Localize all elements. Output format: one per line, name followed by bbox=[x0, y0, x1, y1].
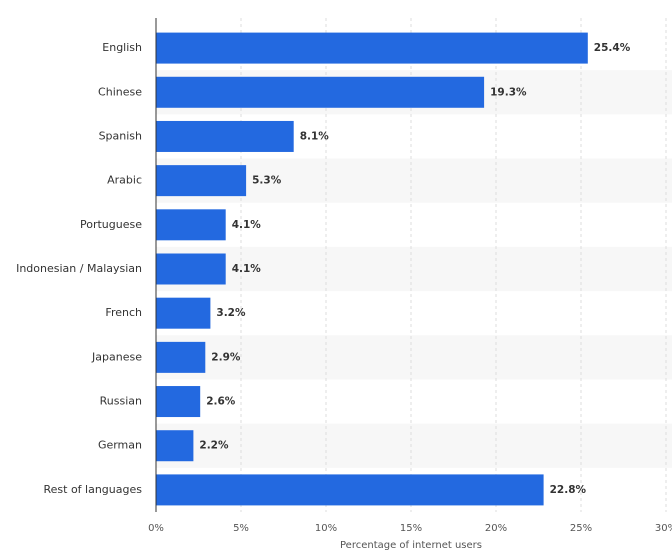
bar bbox=[156, 165, 247, 197]
y-tick-label: Indonesian / Malaysian bbox=[16, 262, 142, 275]
x-tick-label: 0% bbox=[148, 523, 164, 534]
bar bbox=[156, 430, 194, 462]
value-label: 22.8% bbox=[550, 484, 587, 496]
y-tick-label: Portuguese bbox=[80, 218, 142, 231]
value-label: 2.9% bbox=[211, 351, 241, 363]
bar bbox=[156, 209, 226, 241]
y-tick-label: English bbox=[102, 41, 142, 54]
x-tick-label: 30% bbox=[655, 523, 672, 534]
value-label: 2.2% bbox=[199, 440, 229, 452]
y-tick-label: Japanese bbox=[91, 350, 142, 363]
x-tick-label: 25% bbox=[570, 523, 592, 534]
y-tick-label: French bbox=[105, 306, 142, 319]
bar bbox=[156, 253, 226, 285]
bar bbox=[156, 32, 588, 64]
value-label: 8.1% bbox=[300, 130, 330, 142]
x-tick-label: 10% bbox=[315, 523, 337, 534]
value-label: 5.3% bbox=[252, 175, 282, 187]
row-stripe bbox=[156, 423, 672, 468]
y-tick-label: Russian bbox=[100, 395, 142, 408]
x-tick-label: 5% bbox=[233, 523, 249, 534]
y-tick-label: Rest of languages bbox=[43, 483, 142, 496]
value-label: 19.3% bbox=[490, 86, 527, 98]
y-tick-label: Chinese bbox=[98, 85, 142, 98]
bar bbox=[156, 297, 211, 329]
value-label: 4.1% bbox=[232, 263, 262, 275]
y-tick-label: Spanish bbox=[99, 129, 142, 142]
value-label: 25.4% bbox=[594, 42, 631, 54]
value-label: 2.6% bbox=[206, 396, 236, 408]
row-stripe bbox=[156, 246, 672, 292]
bar bbox=[156, 341, 206, 373]
bar bbox=[156, 120, 294, 152]
bar bbox=[156, 76, 485, 108]
y-tick-label: Arabic bbox=[107, 174, 142, 187]
bar bbox=[156, 386, 201, 418]
x-axis-title: Percentage of internet users bbox=[340, 540, 482, 551]
value-label: 3.2% bbox=[216, 307, 246, 319]
row-stripe bbox=[156, 335, 672, 380]
bar bbox=[156, 474, 544, 506]
value-label: 4.1% bbox=[232, 219, 262, 231]
y-tick-label: German bbox=[98, 439, 142, 452]
x-tick-label: 20% bbox=[485, 523, 507, 534]
x-tick-label: 15% bbox=[400, 523, 422, 534]
